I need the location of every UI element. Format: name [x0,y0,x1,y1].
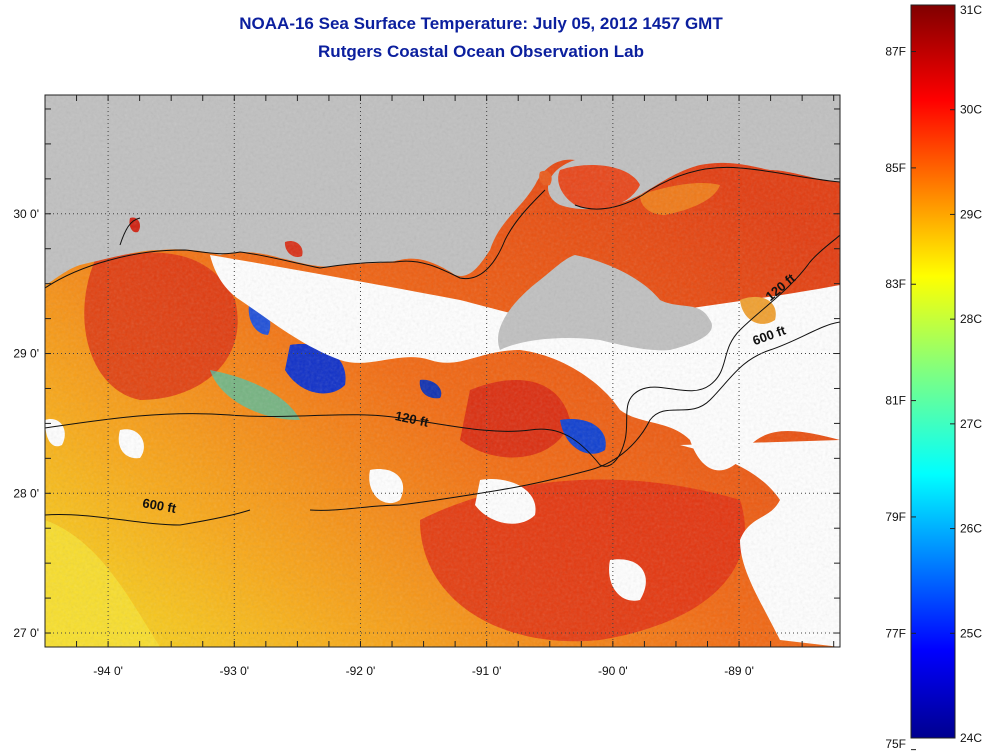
y-tick-label: 29 0' [13,347,39,361]
colorbar-c-label: 28C [960,312,982,326]
chart-title: NOAA-16 Sea Surface Temperature: July 05… [239,14,723,33]
colorbar-c-label: 30C [960,103,982,117]
x-tick-label: -91 0' [472,664,502,678]
contour-label: 600 ft [141,495,178,516]
y-axis: 30 0' 29 0' 28 0' 27 0' [13,108,840,640]
sst-texture [45,95,840,647]
colorbar-c-label: 29C [960,207,982,221]
colorbar-f-label: 79F [885,510,906,524]
colorbar-c-label: 26C [960,522,982,536]
contour-label: 120 ft [394,408,431,430]
colorbar-c-label: 31C [960,3,982,17]
colorbar-f-label: 75F [885,737,906,751]
colorbar-f-label: 81F [885,394,906,408]
colorbar-fahrenheit-labels: 87F 85F 83F 81F 79F 77F 75F [885,45,916,751]
coastline [45,166,840,289]
x-tick-label: -89 0' [724,664,754,678]
y-tick-label: 27 0' [13,626,39,640]
grid-lines [45,95,840,647]
chart-subtitle: Rutgers Coastal Ocean Observation Lab [318,42,644,61]
plot-frame [44,94,841,648]
contour-600ft [45,321,840,526]
colorbar-c-label: 25C [960,626,982,640]
x-tick-label: -92 0' [346,664,376,678]
contour-120ft [45,234,840,467]
colorbar-f-label: 87F [885,45,906,59]
colorbar-f-label: 85F [885,161,906,175]
colorbar-celsius-labels: 31C 30C 29C 28C 27C 26C 25C 24C [950,3,982,745]
colorbar-f-label: 77F [885,626,906,640]
colorbar-c-label: 27C [960,417,982,431]
map-field [45,95,840,647]
x-axis: -94 0' -93 0' -92 0' -91 0' -90 0' -89 0' [44,95,835,678]
x-tick-label: -93 0' [219,664,249,678]
y-tick-label: 30 0' [13,207,39,221]
y-tick-label: 28 0' [13,486,39,500]
x-tick-label: -90 0' [598,664,628,678]
colorbar [910,4,956,739]
coastline-bay [119,217,141,246]
colorbar-c-label: 24C [960,731,982,745]
x-tick-label: -94 0' [93,664,123,678]
colorbar-f-label: 83F [885,277,906,291]
